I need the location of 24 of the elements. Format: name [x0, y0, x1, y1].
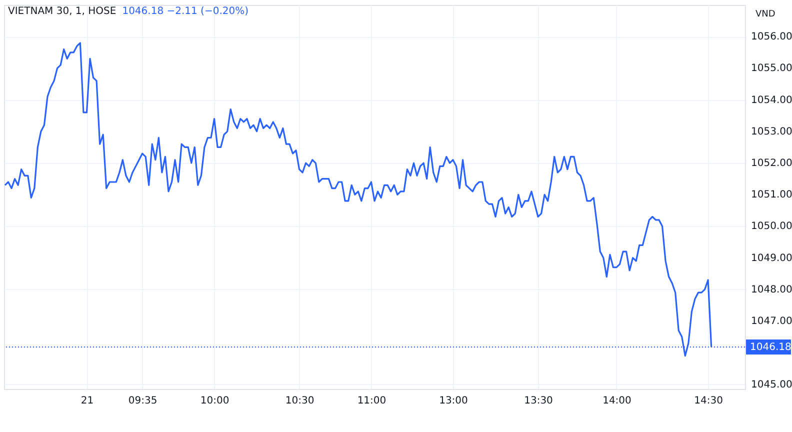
y-tick-label: 1055.00	[751, 63, 792, 74]
x-tick-label: 10:30	[285, 396, 314, 406]
chart-subtitle: 1046.18 −2.11 (−0.20%)	[122, 6, 249, 17]
y-tick-label: 1047.00	[751, 316, 792, 328]
y-tick-label: 1045.00	[751, 379, 792, 390]
chart-title: VIETNAM 30, 1, HOSE	[8, 6, 116, 17]
y-tick-label: 1054.00	[751, 94, 792, 106]
y-tick-label: 1050.00	[751, 221, 792, 232]
x-tick-label: 14:00	[602, 396, 632, 406]
y-tick-label: 1048.00	[751, 284, 792, 296]
ref-line-label: 1046.18	[750, 342, 792, 353]
x-tick-label: 10:00	[200, 396, 230, 406]
y-tick-label: 1049.00	[751, 252, 792, 264]
y-tick-label: 1051.00	[751, 190, 792, 201]
x-tick-label: 14:30	[694, 396, 723, 406]
x-tick-label: 13:00	[439, 396, 468, 406]
y-tick-label: 1052.00	[751, 158, 792, 170]
x-tick-label: 09:35	[128, 396, 158, 406]
x-tick-label: 13:30	[524, 396, 553, 406]
y-tick-label: 1053.00	[751, 126, 792, 138]
y-tick-label: 1056.00	[751, 32, 792, 43]
x-tick-label: 11:00	[357, 396, 386, 406]
x-tick-label: 21	[80, 396, 94, 406]
y-axis-title: VND	[756, 10, 776, 20]
